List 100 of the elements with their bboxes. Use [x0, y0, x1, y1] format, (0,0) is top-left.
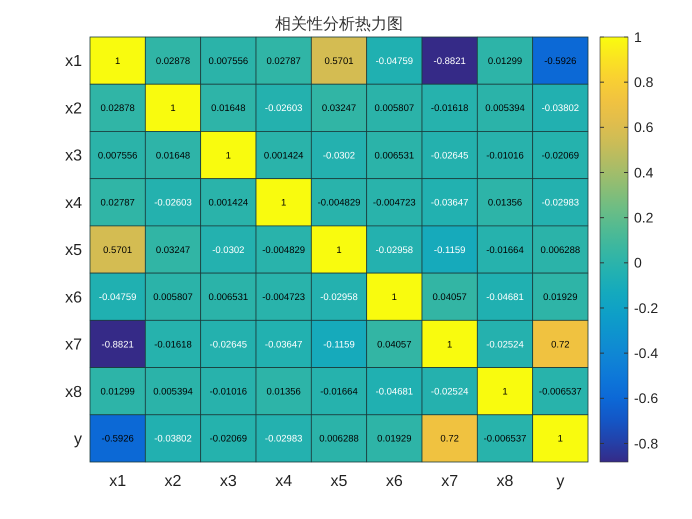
data-label: -0.04759	[98, 292, 136, 304]
data-label: 0.02878	[100, 103, 135, 114]
data-label: -0.01664	[320, 386, 358, 398]
data-label: -0.04759	[376, 56, 414, 67]
data-label: 0.03247	[322, 103, 356, 114]
data-label: 0.01929	[543, 292, 578, 304]
data-label: 0.005394	[485, 103, 525, 114]
x-tick-label: x1	[109, 473, 126, 490]
data-label: -0.004829	[262, 244, 306, 256]
data-label: 0.04057	[377, 339, 412, 350]
data-label: 0.006288	[540, 244, 580, 256]
data-label: 0.03247	[156, 244, 190, 256]
data-label: 0.001424	[208, 198, 248, 209]
data-label: -0.1159	[434, 244, 466, 256]
y-tick-label: x5	[65, 242, 82, 260]
data-label: 1	[336, 244, 342, 256]
data-label: 0.72	[440, 434, 459, 445]
data-label: -0.02069	[210, 434, 248, 445]
data-label: 0.01648	[211, 103, 246, 114]
chart-title: 相关性分析热力图	[275, 14, 403, 33]
data-label: -0.004723	[262, 292, 306, 304]
y-tick-label: y	[74, 430, 82, 448]
data-label: 0.02787	[266, 56, 301, 67]
color-bar-label: -0.6	[634, 390, 658, 406]
data-label: 1	[281, 198, 286, 209]
y-tick-label: x3	[65, 148, 82, 165]
data-label: 0.5701	[324, 56, 354, 67]
x-tick-label: x7	[441, 473, 458, 490]
data-label: 0.005394	[153, 386, 193, 398]
data-label: -0.02524	[430, 386, 468, 398]
data-label: -0.02983	[542, 198, 580, 209]
color-bar-label: 0.2	[634, 210, 654, 226]
data-label: 0.01929	[377, 434, 412, 445]
y-tick-label: x1	[65, 53, 82, 70]
data-label: 0.01299	[100, 386, 135, 398]
data-label: -0.006537	[484, 434, 526, 445]
data-label: -0.02958	[376, 244, 414, 256]
data-label: -0.03647	[264, 339, 302, 350]
data-label: -0.0302	[322, 150, 356, 162]
data-label: 0.005807	[374, 103, 414, 114]
data-label: 1	[392, 292, 397, 304]
data-label: -0.04681	[376, 386, 414, 398]
data-label: 0.001424	[264, 150, 304, 162]
y-tick-label: x2	[65, 100, 82, 118]
data-label: 0.01356	[488, 198, 522, 209]
data-label: 0.02787	[100, 198, 135, 209]
color-bar-label: 0.4	[634, 164, 654, 180]
data-label: -0.02524	[486, 339, 524, 350]
data-label: 1	[502, 386, 508, 398]
data-label: -0.02603	[154, 198, 192, 209]
data-label: -0.8821	[102, 339, 134, 350]
data-label: 1	[170, 103, 176, 114]
data-label: 0.72	[551, 339, 570, 350]
y-tick-label: x6	[65, 289, 82, 306]
data-label: 0.01356	[266, 386, 301, 398]
data-label: 0.01299	[488, 56, 522, 67]
data-label: -0.02069	[542, 150, 580, 162]
data-label: -0.01016	[210, 386, 248, 398]
data-label: 1	[447, 339, 452, 350]
color-bar-label: 0.8	[634, 74, 654, 90]
data-label: -0.02958	[320, 292, 358, 304]
color-bar-label: -0.4	[634, 345, 658, 362]
data-label: 0.02878	[156, 56, 190, 67]
color-bar-label: 1	[634, 28, 642, 45]
data-label: -0.02603	[264, 103, 302, 114]
data-label: 0.007556	[98, 150, 138, 162]
y-tick-label: x8	[65, 384, 82, 401]
data-label: 0.006531	[374, 150, 414, 162]
color-bar-label: -0.8	[634, 435, 658, 452]
data-label: -0.01016	[486, 150, 524, 162]
data-label: -0.04681	[486, 292, 524, 304]
data-label: -0.1159	[323, 339, 355, 350]
data-label: 1	[115, 56, 120, 67]
data-label: 0.006531	[208, 292, 248, 304]
data-label: 0.5701	[103, 244, 132, 256]
data-label: -0.004829	[318, 198, 360, 209]
x-tick-label: x8	[496, 473, 514, 490]
data-label: -0.03802	[542, 103, 580, 114]
data-label: 0.005807	[153, 292, 193, 304]
data-label: -0.02645	[430, 150, 468, 162]
data-label: -0.01618	[430, 103, 468, 114]
x-tick-label: y	[556, 473, 564, 490]
data-label: -0.03802	[154, 434, 192, 445]
x-tick-label: x4	[275, 473, 292, 490]
data-label: -0.5926	[544, 56, 576, 67]
x-tick-label: x2	[164, 473, 182, 490]
data-label: 1	[226, 150, 231, 162]
data-label: -0.02645	[210, 339, 248, 350]
y-tick-label: x4	[65, 194, 82, 212]
data-label: -0.01618	[154, 339, 192, 350]
data-label: 0.006288	[319, 434, 359, 445]
data-label: -0.004723	[372, 198, 416, 209]
color-bar-label: -0.2	[634, 300, 658, 316]
data-label: 0.007556	[208, 56, 248, 67]
data-label: -0.01664	[486, 244, 524, 256]
data-label: 0.04057	[432, 292, 467, 304]
data-label: -0.8821	[434, 56, 466, 67]
color-bar-label: 0.6	[634, 119, 654, 136]
data-label: -0.03647	[430, 198, 468, 209]
data-label: -0.5926	[102, 434, 134, 445]
